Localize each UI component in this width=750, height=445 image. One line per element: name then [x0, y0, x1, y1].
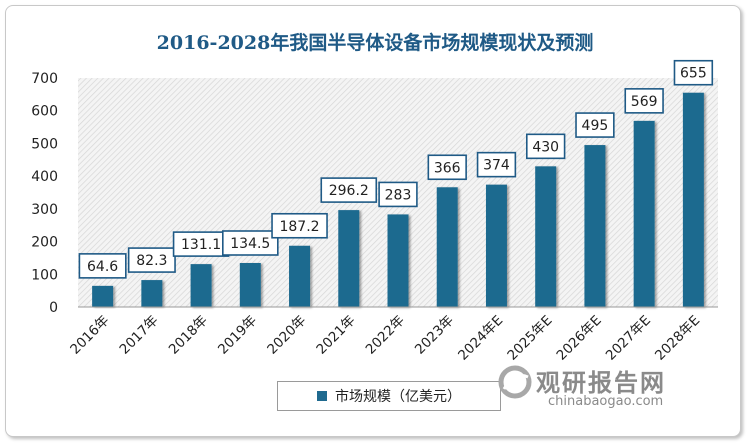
y-tick-label: 600	[31, 104, 58, 120]
x-tick-label: 2021年	[313, 313, 358, 358]
watermark: 观研报告网 chinabaogao.com	[498, 363, 733, 415]
data-label: 569	[631, 94, 658, 110]
x-tick-label: 2027年E	[603, 313, 654, 364]
bar	[436, 187, 458, 307]
data-label-box	[575, 112, 615, 138]
bar	[584, 145, 606, 307]
y-tick-label: 200	[31, 235, 58, 251]
data-label-box	[378, 181, 418, 208]
data-label: 134.5	[230, 236, 270, 252]
bar	[682, 92, 704, 307]
data-label: 187.2	[279, 219, 319, 235]
bar	[387, 214, 409, 307]
x-tick-label: 2019年	[215, 313, 260, 358]
bar	[141, 280, 163, 307]
x-tick-label: 2025年E	[504, 313, 555, 364]
data-label: 82.3	[136, 253, 167, 269]
bar	[92, 285, 114, 307]
chart-legend: 市场规模（亿美元）	[277, 381, 501, 411]
x-tick-label: 2017年	[117, 313, 162, 358]
data-label: 283	[385, 187, 412, 203]
data-label: 374	[483, 158, 510, 174]
y-tick-label: 700	[31, 71, 58, 87]
data-label-box	[476, 151, 517, 178]
data-label-box	[624, 88, 664, 114]
legend-label: 市场规模（亿美元）	[335, 389, 461, 405]
bar	[239, 262, 261, 307]
bar	[190, 264, 212, 307]
data-label: 296.2	[329, 183, 369, 199]
data-label-box	[78, 253, 127, 279]
data-label: 64.6	[87, 259, 118, 275]
y-tick-label: 0	[49, 300, 58, 316]
y-tick-label: 400	[31, 169, 58, 185]
legend-swatch	[317, 391, 327, 401]
x-tick-label: 2022年	[363, 313, 408, 358]
bar	[633, 120, 655, 307]
bar	[535, 166, 557, 307]
x-tick-label: 2023年	[412, 313, 457, 358]
x-tick-label: 2028年E	[652, 313, 703, 364]
bar	[289, 245, 311, 307]
watermark-url: chinabaogao.com	[548, 394, 664, 409]
data-label: 366	[434, 160, 461, 176]
data-label: 655	[680, 66, 707, 82]
data-label: 131.1	[181, 237, 221, 253]
y-tick-label: 100	[31, 267, 58, 283]
data-label-box	[127, 247, 176, 273]
chart-title: 2016-2028年我国半导体设备市场规模现状及预测	[156, 32, 594, 54]
x-tick-label: 2026年E	[554, 313, 605, 364]
x-tick-label: 2024年E	[455, 313, 506, 364]
data-label: 495	[582, 118, 609, 134]
data-label: 430	[532, 139, 559, 155]
bar	[485, 184, 507, 307]
data-label-box	[222, 230, 279, 256]
watermark-brand: 观研报告网	[536, 369, 666, 397]
x-tick-label: 2020年	[264, 313, 309, 358]
data-label-box	[320, 177, 378, 203]
x-tick-label: 2018年	[166, 313, 211, 358]
data-label-box	[427, 154, 467, 181]
data-label-box	[673, 59, 714, 86]
y-tick-label: 300	[31, 202, 58, 218]
x-tick-label: 2016年	[67, 313, 112, 358]
data-label-box	[271, 212, 328, 239]
y-tick-label: 500	[31, 136, 58, 152]
brand-logo-icon	[498, 365, 532, 399]
data-label-box	[525, 133, 566, 160]
bar	[338, 210, 360, 307]
